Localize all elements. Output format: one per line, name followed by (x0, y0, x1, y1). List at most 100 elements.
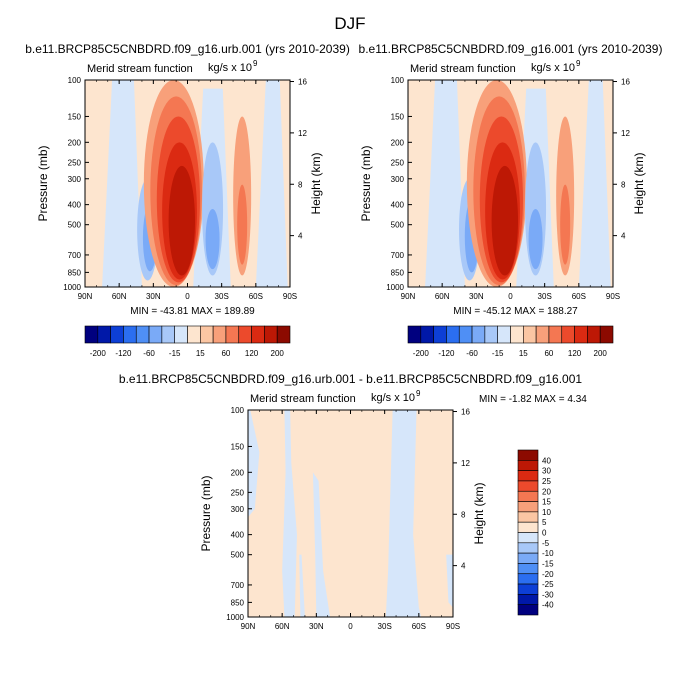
panel-min-max: MIN = -45.12 MAX = 188.27 (453, 306, 578, 317)
x-tick-label: 90N (78, 292, 93, 301)
colorbar-box (517, 460, 539, 471)
colorbar-box (517, 532, 539, 544)
colorbar-box (523, 325, 537, 344)
colorbar-box (517, 449, 539, 461)
colorbar-box (135, 325, 150, 344)
colorbar-box (161, 325, 175, 344)
y-tick-label: 200 (68, 138, 82, 147)
colorbar-box (497, 325, 511, 344)
y-axis-label: Pressure (mb) (36, 145, 50, 221)
colorbar-label: -200 (90, 349, 107, 358)
panel-min-max: MIN = -43.81 MAX = 189.89 (130, 306, 255, 317)
y-tick-label: 700 (391, 251, 405, 260)
colorbar-box (84, 325, 99, 344)
colorbar-label: 5 (542, 518, 547, 527)
colorbar-box (407, 325, 422, 344)
x-tick-label: 0 (348, 622, 353, 631)
panel-subtitle-left: Merid stream function (87, 63, 193, 75)
colorbar-label: 40 (542, 456, 551, 465)
colorbar-box (174, 325, 188, 344)
y-tick-label: 1000 (63, 283, 81, 292)
panel-title: b.e11.BRCP85C5CNBDRD.f09_g16.001 (yrs 20… (359, 42, 663, 56)
x-tick-label: 60S (412, 622, 426, 631)
colorbar-label: 20 (542, 487, 551, 496)
y-tick-label: 200 (391, 138, 405, 147)
x-tick-label: 30S (538, 292, 552, 301)
colorbar-box (212, 325, 227, 344)
negative-region (385, 410, 422, 617)
colorbar-box (587, 325, 601, 344)
colorbar-box (276, 325, 291, 344)
colorbar-label: -25 (542, 580, 554, 589)
y-tick-label: 150 (231, 442, 245, 451)
y-tick-label: 200 (231, 468, 245, 477)
colorbar-box (200, 325, 214, 344)
panel-subtitle-exponent: 9 (416, 389, 421, 398)
contour-cell (168, 165, 196, 276)
colorbar-box (517, 511, 539, 523)
x-tick-label: 60N (112, 292, 127, 301)
y-axis-label: Pressure (mb) (359, 145, 373, 221)
colorbar-label: 200 (594, 349, 608, 358)
colorbar-box (510, 325, 524, 344)
y-right-tick-label: 16 (298, 78, 307, 87)
colorbar-box (110, 325, 124, 344)
colorbar-label: 15 (519, 349, 528, 358)
x-tick-label: 60N (435, 292, 450, 301)
panel-subtitle-exponent: 9 (253, 59, 258, 68)
colorbar-box (517, 501, 539, 513)
y-tick-label: 150 (68, 112, 82, 121)
contour-cell (205, 209, 220, 270)
colorbar-box (574, 325, 588, 344)
y-tick-label: 100 (391, 76, 405, 85)
colorbar-label: -10 (542, 549, 554, 558)
y-tick-label: 400 (231, 531, 245, 540)
colorbar-box (97, 325, 111, 344)
colorbar-box (238, 325, 252, 344)
colorbar-box (251, 325, 265, 344)
colorbar-box (517, 521, 539, 533)
colorbar-label: -120 (438, 349, 455, 358)
x-tick-label: 30S (215, 292, 229, 301)
y-right-tick-label: 4 (461, 562, 466, 571)
x-tick-label: 90N (241, 622, 256, 631)
colorbar-box (517, 563, 539, 575)
colorbar-box (484, 325, 498, 344)
y-right-tick-label: 8 (621, 180, 626, 189)
colorbar-label: 10 (542, 508, 551, 517)
x-tick-label: 90N (401, 292, 416, 301)
y-right-tick-label: 16 (621, 78, 630, 87)
negative-region (102, 80, 142, 287)
x-tick-label: 60S (249, 292, 263, 301)
panel-subtitle-units: kg/s x 10 (208, 62, 252, 74)
colorbar-label: 120 (568, 349, 582, 358)
y-tick-label: 300 (68, 175, 82, 184)
y-right-tick-label: 16 (461, 408, 470, 417)
colorbar-box (517, 594, 539, 605)
difference-min-max: MIN = -1.82 MAX = 4.34 (479, 394, 587, 405)
colorbar-top-right: -200 -120 -60 -15 15 60 120 200 (407, 325, 614, 358)
colorbar-box (517, 604, 539, 616)
y-tick-label: 850 (231, 598, 245, 607)
y-right-tick-label: 12 (461, 459, 470, 468)
x-tick-label: 0 (185, 292, 190, 301)
negative-region (255, 80, 288, 287)
colorbar-box (517, 470, 539, 482)
colorbar-box (548, 325, 563, 344)
y-tick-label: 500 (68, 221, 82, 230)
colorbar-label: -40 (542, 601, 554, 610)
colorbar-label: 30 (542, 467, 551, 476)
colorbar-label: -60 (466, 349, 478, 358)
y-tick-label: 300 (391, 175, 405, 184)
colorbar-label: 60 (221, 349, 230, 358)
y-tick-label: 100 (231, 406, 245, 415)
colorbar-box (471, 325, 486, 344)
colorbar-label: -120 (115, 349, 132, 358)
colorbar-label: 0 (542, 529, 547, 538)
panel-title: b.e11.BRCP85C5CNBDRD.f09_g16.urb.001 (yr… (25, 42, 350, 56)
colorbar-label: -15 (542, 559, 554, 568)
colorbar-label: 120 (245, 349, 259, 358)
panel-subtitle-units: kg/s x 10 (531, 62, 575, 74)
x-tick-label: 60S (572, 292, 586, 301)
